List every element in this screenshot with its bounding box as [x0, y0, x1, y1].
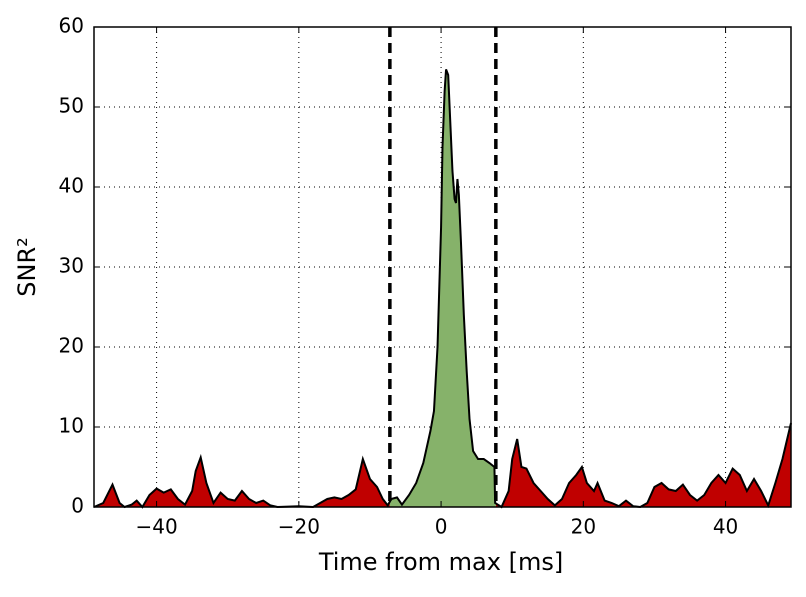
x-axis-label: Time from max [ms] [318, 548, 563, 576]
x-tick-label: 40 [713, 515, 738, 539]
y-tick-label: 50 [59, 94, 84, 118]
y-axis-label: SNR² [13, 237, 41, 296]
y-tick-label: 20 [59, 334, 84, 358]
x-tick-label: −40 [135, 515, 177, 539]
x-tick-label: 20 [571, 515, 596, 539]
x-tick-label: −20 [278, 515, 320, 539]
y-tick-label: 60 [59, 14, 84, 38]
area-inside [389, 69, 496, 507]
y-tick-label: 40 [59, 174, 84, 198]
y-tick-label: 30 [59, 254, 84, 278]
y-tick-label: 0 [71, 494, 84, 518]
y-tick-label: 10 [59, 414, 84, 438]
line [93, 69, 792, 509]
x-tick-label: 0 [435, 515, 448, 539]
